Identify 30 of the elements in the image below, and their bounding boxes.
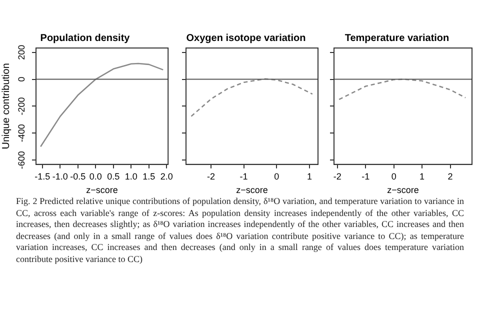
x-axis-title: z−score: [86, 185, 118, 196]
x-tick-label: -1.0: [52, 171, 68, 182]
x-tick-label: 0.5: [107, 171, 120, 182]
x-tick-label: -0.5: [70, 171, 86, 182]
x-tick-label: -2: [206, 171, 215, 182]
x-tick-label: 0: [391, 171, 396, 182]
x-tick-label: 2: [448, 171, 453, 182]
y-tick-label: -600: [16, 151, 26, 170]
chart-title: Population density: [40, 32, 130, 44]
x-tick-label: 1: [420, 171, 425, 182]
y-tick-label: 0: [16, 76, 26, 82]
x-tick-label: -1: [362, 171, 370, 182]
x-tick-label: 2.0: [160, 171, 173, 182]
x-tick-label: -1: [240, 171, 248, 182]
chart-title: Temperature variation: [344, 32, 450, 44]
x-tick-label: 1.0: [124, 171, 138, 182]
x-axis-title: z−score: [236, 185, 268, 196]
x-axis-title: z−score: [387, 185, 419, 196]
caption: Fig. 2 Predicted relative unique contributions of population density, δ¹⁸O variation, and temperature variation to variance in CC, across each variable's range of z-scores: As population density increases independently of the other variables, CC increases, then decreases slightly; as δ¹⁸O variation increases independently of the other variables, CC increases and then decreases (and only in a small range of values does δ¹⁸O variation contribute positive variance to CC); as temperature variation increases, CC increases and then decreases (and only in a small range of values does temperature variation contribute positive variance to CC): [16, 196, 464, 265]
chart-title: Oxygen isotope variation: [186, 32, 306, 44]
y-axis-title: Unique contribution: [0, 63, 12, 150]
x-tick-label: -1.5: [34, 171, 50, 182]
x-tick-label: 0.0: [89, 171, 102, 182]
x-tick-label: 0: [274, 171, 280, 182]
x-tick-label: 1: [306, 171, 312, 182]
y-tick-label: 200: [16, 44, 26, 60]
y-tick-label: -400: [16, 124, 26, 142]
y-tick-label: -200: [16, 97, 26, 116]
x-tick-label: 1.5: [142, 171, 156, 182]
x-tick-label: -2: [333, 171, 342, 182]
